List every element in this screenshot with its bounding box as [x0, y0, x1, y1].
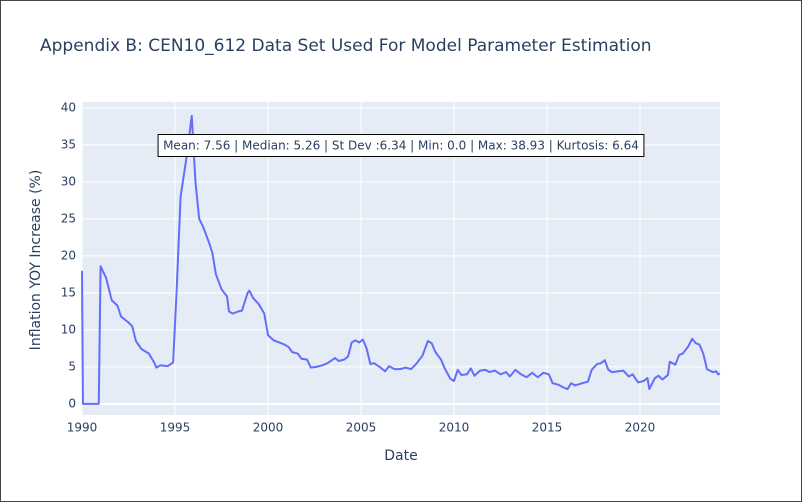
y-tick-label: 25 — [61, 211, 76, 225]
x-tick-label: 2000 — [253, 421, 284, 435]
chart-title: Appendix B: CEN10_612 Data Set Used For … — [40, 36, 652, 56]
annotation: Mean: 7.56 | Median: 5.26 | St Dev :6.34… — [163, 139, 639, 153]
x-tick-label: 2005 — [346, 421, 377, 435]
y-tick-label: 15 — [61, 285, 76, 299]
x-tick-label: 2010 — [439, 421, 470, 435]
y-tick-label: 20 — [61, 248, 76, 262]
y-tick-label: 10 — [61, 322, 76, 336]
line — [81, 114, 721, 405]
x-axis-title: Date — [384, 448, 417, 464]
y-tick-label: 35 — [61, 137, 76, 151]
y-tick-label: 5 — [68, 359, 76, 373]
x-tick-label: 1995 — [160, 421, 191, 435]
y-tick-label: 0 — [68, 396, 76, 410]
y-tick-label: 30 — [61, 174, 76, 188]
y-tick-label: 40 — [61, 100, 76, 114]
x-tick-label: 1990 — [67, 421, 98, 435]
x-tick-label: 2015 — [532, 421, 563, 435]
y-axis-title: Inflation YOY Increase (%) — [28, 170, 44, 351]
annotation-box — [157, 134, 645, 157]
x-tick-label: 2020 — [625, 421, 656, 435]
